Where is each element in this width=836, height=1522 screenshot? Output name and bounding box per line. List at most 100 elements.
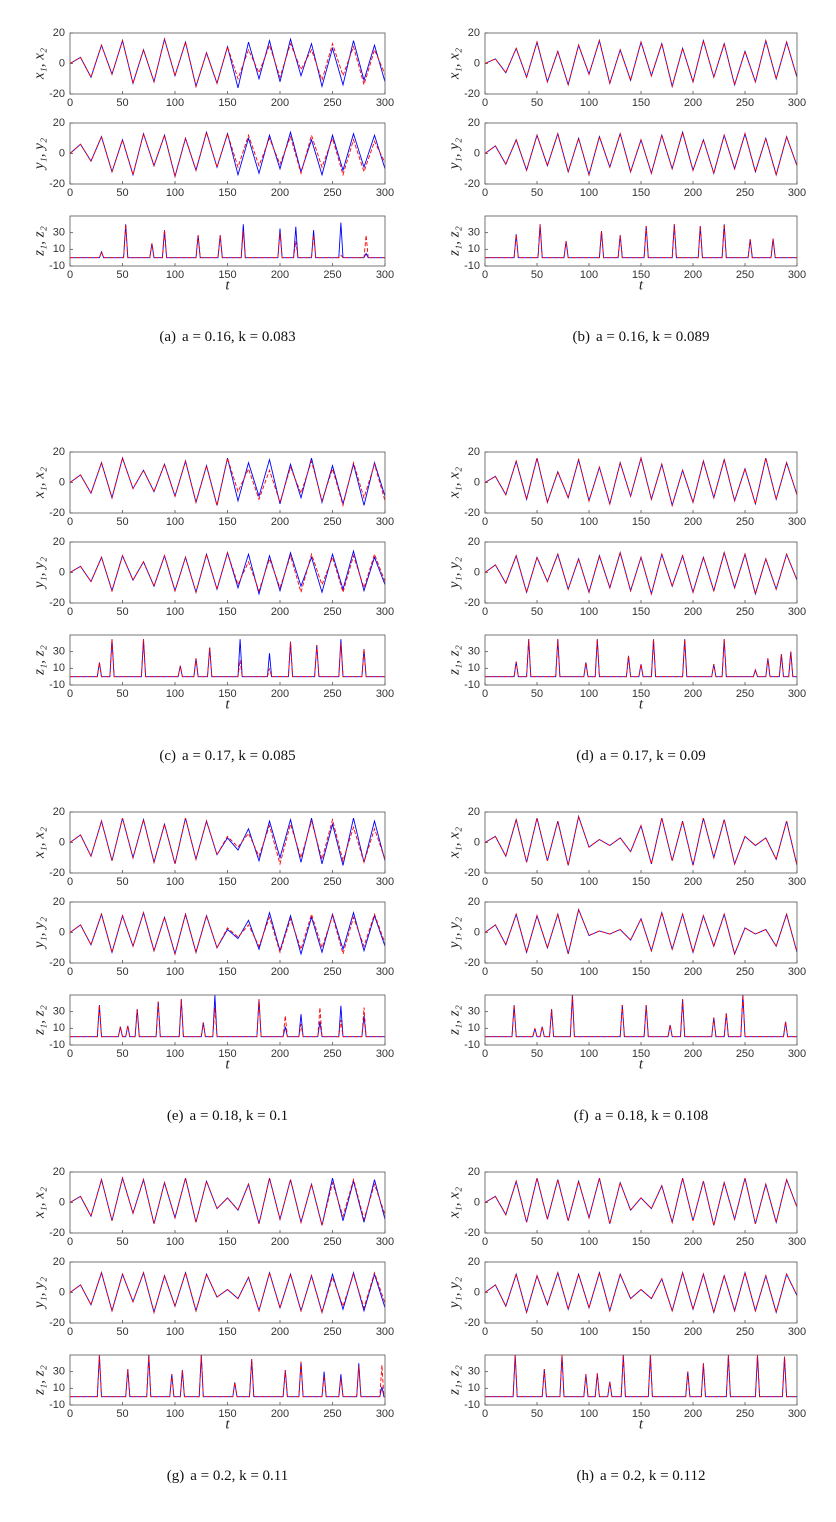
- y-tick-label: 10: [468, 1382, 480, 1394]
- y-tick-label: 0: [474, 566, 480, 578]
- y-axis-label: x₁, x₂: [446, 48, 462, 80]
- x-tick-label: 300: [376, 876, 394, 888]
- axes-frame: [69, 32, 386, 95]
- series-line: [70, 911, 385, 956]
- x-tick-label: 150: [632, 876, 650, 888]
- series-line: [485, 814, 797, 866]
- x-tick-label: 150: [218, 269, 236, 281]
- x-tick-label: 50: [116, 269, 128, 281]
- series-line: [485, 995, 797, 1038]
- x-tick-label: 250: [323, 1048, 341, 1060]
- x-tick-label: 300: [788, 516, 806, 528]
- x-tick-label: 200: [684, 516, 702, 528]
- x-tick-label: 0: [482, 1236, 488, 1248]
- y-tick-label: -20: [49, 1227, 65, 1239]
- y-tick-label: 0: [59, 57, 65, 69]
- y-tick-label: 0: [59, 1196, 65, 1208]
- y-tick-label: 20: [53, 806, 65, 818]
- series-line: [70, 817, 385, 866]
- y-axis-label: y₁, y₂: [446, 917, 462, 950]
- x-tick-label: 0: [482, 1326, 488, 1338]
- x-tick-label: 100: [166, 187, 184, 199]
- y-tick-label: 10: [53, 1382, 65, 1394]
- series-line: [485, 1355, 797, 1398]
- x-tick-label: 300: [788, 876, 806, 888]
- axes-frame: [484, 451, 798, 514]
- x-tick-label: 100: [166, 966, 184, 978]
- caption-text: a = 0.17, k = 0.09: [600, 748, 706, 764]
- x-tick-label: 50: [531, 97, 543, 109]
- x-axis-label: t: [639, 277, 644, 293]
- y-tick-label: 0: [474, 836, 480, 848]
- x-tick-label: 300: [788, 1048, 806, 1060]
- x-tick-label: 300: [376, 269, 394, 281]
- axes-frame: [484, 541, 798, 604]
- series-line: [485, 224, 797, 259]
- x-tick-label: 250: [323, 966, 341, 978]
- y-tick-label: -20: [464, 597, 480, 609]
- x-tick-label: 50: [531, 516, 543, 528]
- x-tick-label: 300: [376, 187, 394, 199]
- series-line: [485, 1355, 797, 1398]
- y-axis-label: x₁, x₂: [446, 1187, 462, 1219]
- x-tick-label: 50: [116, 97, 128, 109]
- series-line: [70, 37, 385, 89]
- y-tick-label: -10: [464, 1399, 480, 1411]
- y-tick-label: -20: [49, 507, 65, 519]
- series-line: [485, 38, 797, 89]
- x-tick-label: 50: [531, 688, 543, 700]
- x-tick-label: 100: [166, 606, 184, 618]
- y-tick-label: 0: [59, 926, 65, 938]
- x-tick-label: 150: [632, 966, 650, 978]
- y-tick-label: 20: [53, 27, 65, 39]
- x-tick-label: 0: [67, 876, 73, 888]
- caption-text: a = 0.16, k = 0.083: [182, 329, 296, 345]
- series-line: [70, 130, 385, 179]
- y-axis-label: x₁, x₂: [31, 467, 47, 499]
- series-line: [70, 37, 385, 89]
- series-line: [70, 639, 385, 678]
- series-line: [70, 995, 385, 1038]
- y-axis-label: y₁, y₂: [446, 557, 462, 590]
- x-tick-label: 100: [166, 97, 184, 109]
- y-tick-label: 20: [468, 536, 480, 548]
- x-tick-label: 250: [736, 966, 754, 978]
- series-line: [70, 224, 385, 259]
- x-tick-label: 0: [482, 187, 488, 199]
- caption-label: (h): [576, 1468, 594, 1484]
- x-tick-label: 100: [166, 688, 184, 700]
- x-tick-label: 0: [482, 966, 488, 978]
- x-tick-label: 300: [376, 1326, 394, 1338]
- y-tick-label: 0: [59, 1286, 65, 1298]
- x-tick-label: 50: [116, 187, 128, 199]
- y-axis-label: x₁, x₂: [31, 827, 47, 859]
- x-tick-label: 150: [218, 688, 236, 700]
- x-tick-label: 50: [116, 688, 128, 700]
- series-line: [70, 551, 385, 594]
- series-line: [70, 222, 385, 259]
- x-tick-label: 0: [67, 516, 73, 528]
- axes-frame: [69, 994, 386, 1046]
- y-tick-label: 20: [53, 536, 65, 548]
- y-tick-label: -10: [49, 1399, 65, 1411]
- caption-text: a = 0.17, k = 0.085: [182, 748, 296, 764]
- y-tick-label: -20: [49, 88, 65, 100]
- y-tick-label: -20: [464, 1227, 480, 1239]
- caption: (e) a = 0.18, k = 0.1: [167, 1108, 288, 1124]
- y-tick-label: 20: [53, 896, 65, 908]
- x-tick-label: 200: [684, 1408, 702, 1420]
- x-tick-label: 200: [271, 876, 289, 888]
- x-tick-label: 0: [67, 1236, 73, 1248]
- y-axis-label: y₁, y₂: [446, 1277, 462, 1310]
- y-tick-label: 0: [474, 926, 480, 938]
- axes-frame: [69, 1171, 386, 1234]
- caption-label: (a): [159, 329, 176, 345]
- x-tick-label: 100: [166, 1236, 184, 1248]
- y-tick-label: 20: [468, 806, 480, 818]
- y-tick-label: -20: [49, 957, 65, 969]
- y-tick-label: 0: [474, 1286, 480, 1298]
- x-tick-label: 300: [788, 1408, 806, 1420]
- x-tick-label: 150: [632, 269, 650, 281]
- series-line: [485, 551, 797, 596]
- axes-frame: [484, 32, 798, 95]
